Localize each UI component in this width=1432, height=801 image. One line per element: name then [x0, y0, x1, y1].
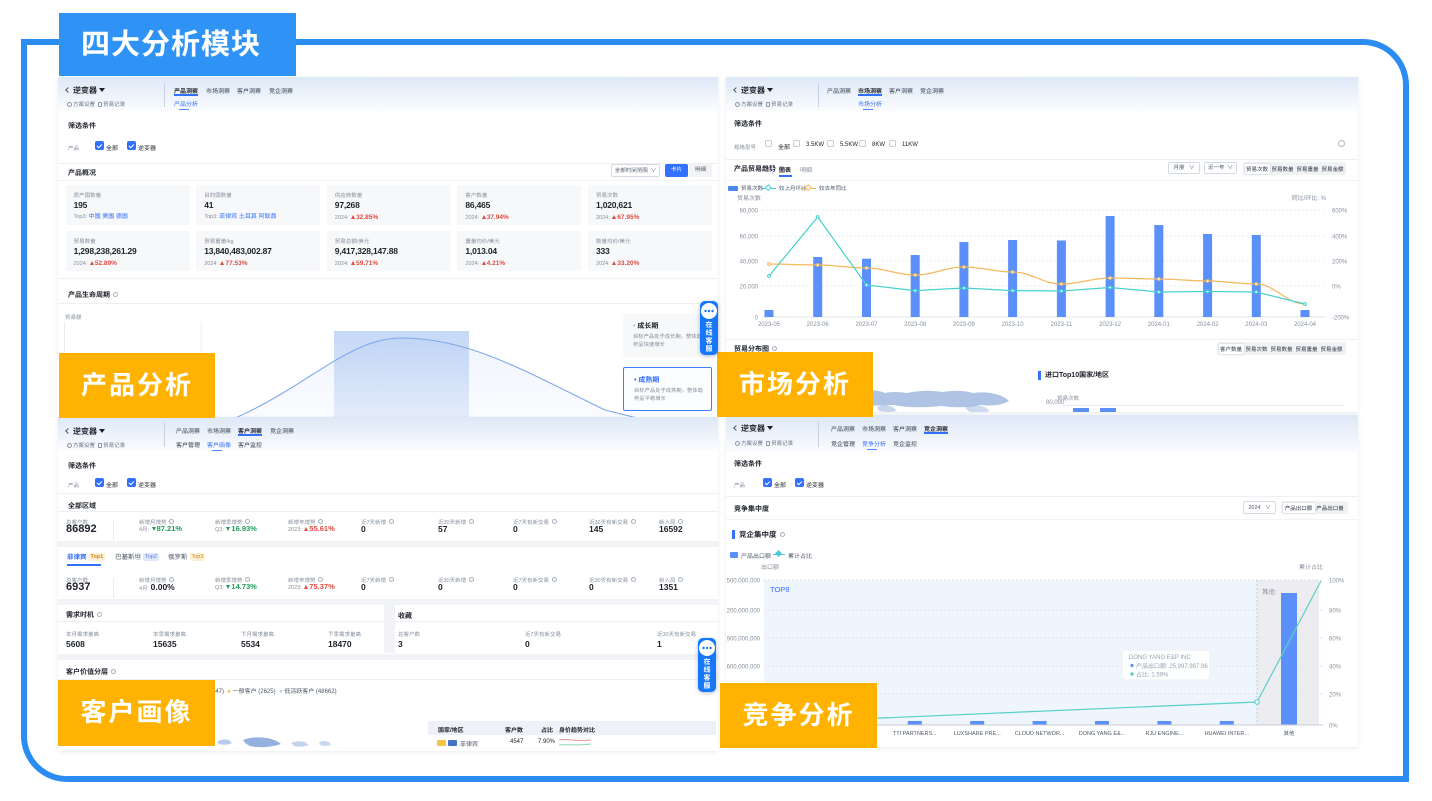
svg-text:0%: 0%: [1329, 724, 1338, 730]
svg-text:2024-02: 2024-02: [1197, 322, 1220, 328]
svg-text:占比: 1.59%: 占比: 1.59%: [1136, 671, 1169, 679]
svg-text:60%: 60%: [1329, 637, 1342, 643]
svg-text:600,000,000: 600,000,000: [727, 665, 761, 671]
svg-text:其他: 其他: [1283, 730, 1295, 737]
svg-text:0%: 0%: [1332, 285, 1341, 291]
svg-text:DONG YANG E&P INC: DONG YANG E&P INC: [1129, 655, 1191, 661]
svg-text:2024-04: 2024-04: [1294, 322, 1317, 328]
svg-text:60,000: 60,000: [740, 235, 759, 241]
svg-text:400%: 400%: [1332, 235, 1348, 241]
svg-text:2023-10: 2023-10: [1002, 322, 1025, 328]
svg-text:累计占比: 累计占比: [1299, 563, 1323, 571]
svg-text:TOP8: TOP8: [770, 585, 789, 594]
svg-text:2023-11: 2023-11: [1051, 322, 1073, 328]
svg-text:RJU ENGINE...: RJU ENGINE...: [1145, 731, 1183, 737]
svg-text:2023-08: 2023-08: [904, 322, 927, 328]
svg-text:2023-06: 2023-06: [807, 322, 830, 328]
svg-text:20,000: 20,000: [740, 285, 759, 291]
svg-text:1,500,000,000: 1,500,000,000: [726, 579, 761, 585]
svg-text:2024-01: 2024-01: [1148, 322, 1171, 328]
svg-text:100%: 100%: [1329, 579, 1345, 585]
svg-text:同比/环比: %: 同比/环比: %: [1292, 195, 1327, 202]
svg-text:80,000: 80,000: [740, 209, 759, 215]
svg-text:2023-09: 2023-09: [953, 322, 976, 328]
svg-text:DONG YANG E&...: DONG YANG E&...: [1079, 731, 1126, 737]
svg-text:HUAWEI INTER...: HUAWEI INTER...: [1205, 731, 1250, 737]
svg-text:0: 0: [755, 316, 759, 322]
svg-text:900,000,000: 900,000,000: [727, 637, 761, 643]
svg-text:2024-03: 2024-03: [1245, 322, 1268, 328]
svg-text:200%: 200%: [1332, 260, 1348, 266]
svg-text:2023-07: 2023-07: [855, 322, 878, 328]
svg-text:20%: 20%: [1329, 693, 1342, 699]
svg-text:-200%: -200%: [1332, 316, 1350, 322]
svg-text:产品出口额: 25,997,987.96: 产品出口额: 25,997,987.96: [1136, 662, 1208, 670]
svg-text:CLOUD NETWOR...: CLOUD NETWOR...: [1015, 731, 1065, 737]
svg-text:贸易次数: 贸易次数: [737, 195, 761, 202]
svg-text:2023-12: 2023-12: [1099, 322, 1122, 328]
svg-text:其他: 其他: [1262, 588, 1276, 596]
svg-text:40%: 40%: [1329, 665, 1342, 671]
svg-text:出口额: 出口额: [761, 563, 779, 571]
svg-text:40,000: 40,000: [740, 260, 759, 266]
svg-text:2023-05: 2023-05: [758, 322, 781, 328]
svg-text:LUXSHARE PRE...: LUXSHARE PRE...: [954, 731, 1002, 737]
svg-text:TTI PARTNERS...: TTI PARTNERS...: [893, 731, 937, 737]
svg-text:1,200,000,000: 1,200,000,000: [726, 609, 761, 615]
svg-text:80%: 80%: [1329, 609, 1342, 615]
svg-text:600%: 600%: [1332, 209, 1348, 215]
